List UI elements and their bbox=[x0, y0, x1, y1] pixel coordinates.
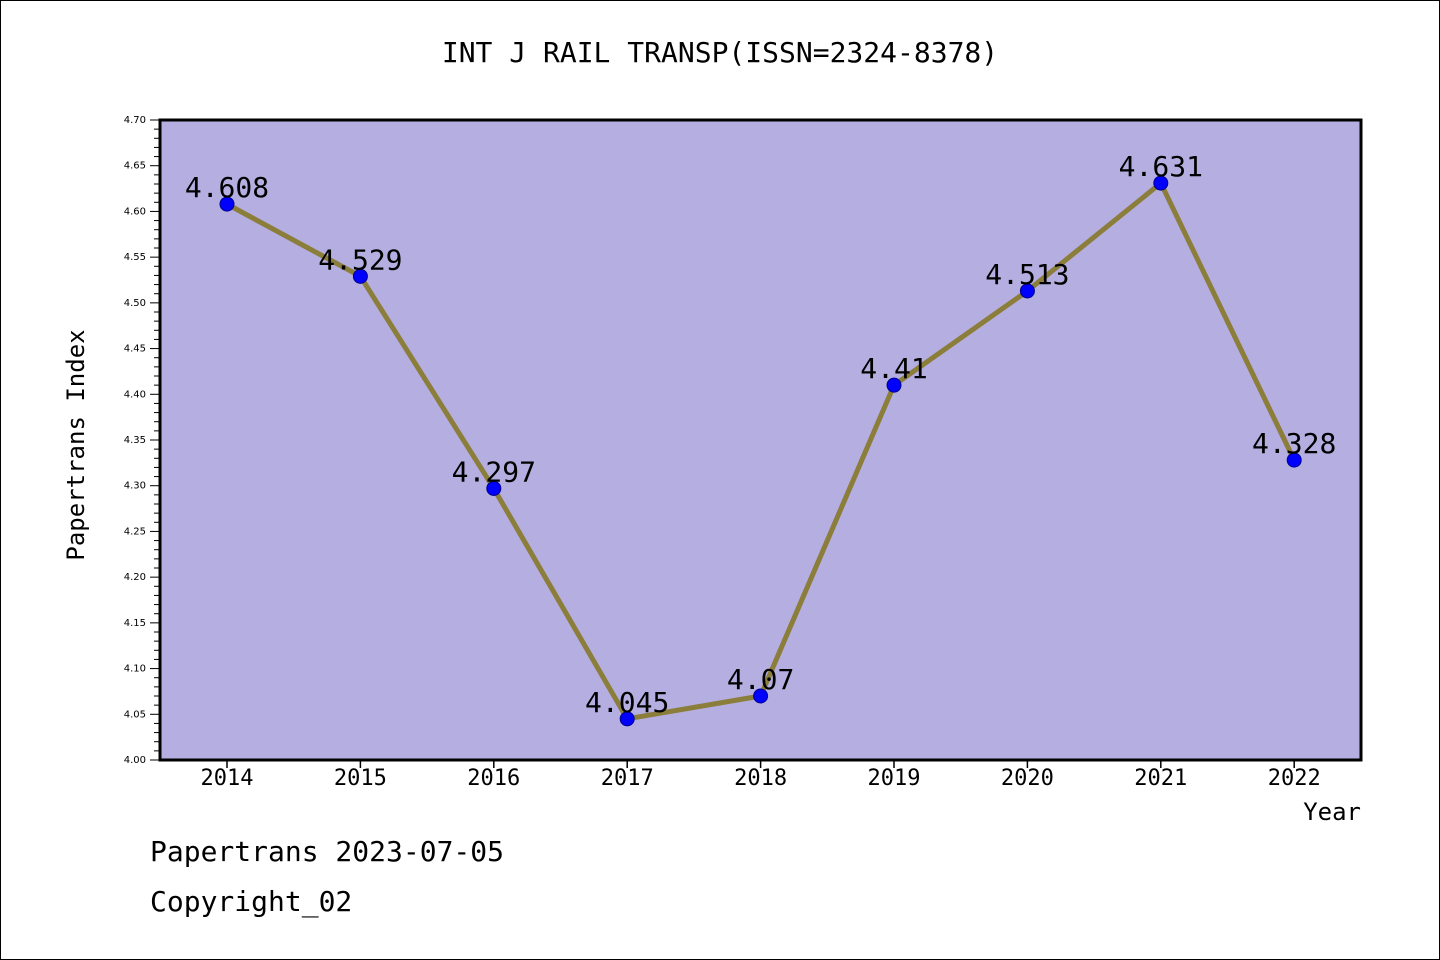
data-label: 4.608 bbox=[185, 171, 269, 204]
chart-title: INT J RAIL TRANSP(ISSN=2324-8378) bbox=[441, 36, 999, 69]
plot-area bbox=[160, 120, 1361, 760]
footer-copyright: Copyright_02 bbox=[150, 885, 353, 918]
data-point bbox=[219, 196, 235, 212]
data-label: 4.07 bbox=[727, 663, 794, 696]
data-point bbox=[886, 377, 902, 393]
y-tick-label: 4.65 bbox=[124, 161, 146, 172]
x-tick-label: 2015 bbox=[334, 766, 387, 791]
data-point bbox=[1153, 175, 1169, 191]
x-tick-label: 2014 bbox=[201, 766, 254, 791]
data-point bbox=[753, 688, 769, 704]
y-tick-label: 4.45 bbox=[124, 344, 146, 355]
data-label: 4.631 bbox=[1119, 150, 1203, 183]
y-tick-label: 4.25 bbox=[124, 526, 146, 537]
data-label: 4.328 bbox=[1252, 427, 1336, 460]
data-point bbox=[1286, 452, 1302, 468]
y-tick-label: 4.50 bbox=[124, 298, 146, 309]
data-point bbox=[1019, 283, 1035, 299]
y-axis-label: Papertrans Index bbox=[62, 329, 90, 560]
data-point bbox=[486, 480, 502, 496]
y-tick-label: 4.05 bbox=[124, 709, 146, 720]
y-tick-label: 4.60 bbox=[124, 206, 146, 217]
x-tick-label: 2018 bbox=[734, 766, 787, 791]
data-point bbox=[619, 711, 635, 727]
y-tick-label: 4.20 bbox=[124, 572, 146, 583]
y-tick-label: 4.70 bbox=[124, 115, 146, 126]
y-tick-label: 4.10 bbox=[124, 664, 146, 675]
y-tick-label: 4.30 bbox=[124, 481, 146, 492]
x-axis-label: Year bbox=[1303, 798, 1361, 826]
data-label: 4.045 bbox=[585, 686, 669, 719]
x-tick-label: 2019 bbox=[868, 766, 921, 791]
y-tick-label: 4.00 bbox=[124, 755, 146, 766]
y-tick-label: 4.55 bbox=[124, 252, 146, 263]
x-tick-label: 2017 bbox=[601, 766, 654, 791]
y-tick-label: 4.35 bbox=[124, 435, 146, 446]
x-tick-label: 2022 bbox=[1268, 766, 1321, 791]
data-label: 4.297 bbox=[452, 455, 536, 488]
x-tick-label: 2016 bbox=[467, 766, 520, 791]
plot-frame bbox=[158, 118, 1363, 762]
data-label: 4.529 bbox=[318, 243, 402, 276]
x-tick-label: 2020 bbox=[1001, 766, 1054, 791]
data-label: 4.513 bbox=[985, 258, 1069, 291]
footer-date: Papertrans 2023-07-05 bbox=[150, 835, 505, 868]
y-tick-label: 4.40 bbox=[124, 389, 146, 400]
y-tick-label: 4.15 bbox=[124, 618, 146, 629]
data-point bbox=[352, 268, 368, 284]
data-label: 4.41 bbox=[860, 352, 927, 385]
x-tick-label: 2021 bbox=[1134, 766, 1187, 791]
